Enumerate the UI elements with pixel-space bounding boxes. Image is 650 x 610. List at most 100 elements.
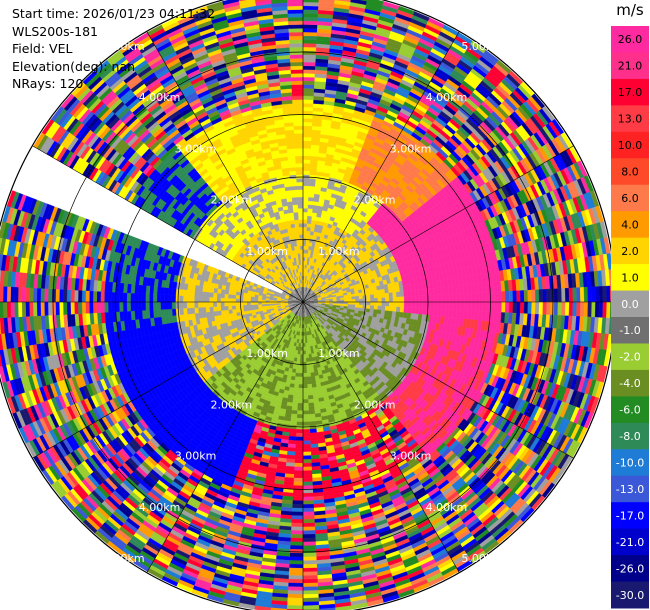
radar-gate xyxy=(550,301,555,316)
radar-gate xyxy=(306,368,311,374)
radar-gate xyxy=(411,295,416,303)
radar-gate xyxy=(302,73,316,78)
radar-gate xyxy=(299,361,304,366)
radar-gate xyxy=(433,287,438,296)
radar-gate xyxy=(309,368,315,374)
radar-gate xyxy=(482,292,487,303)
radar-gate xyxy=(433,294,439,303)
radar-gate xyxy=(302,575,318,580)
radar-gate xyxy=(460,301,465,311)
radar-gate xyxy=(302,234,307,239)
radar-gate xyxy=(309,432,318,437)
radar-gate xyxy=(302,129,313,134)
radar-gate xyxy=(302,61,316,67)
radar-gate xyxy=(302,28,318,33)
radar-gate xyxy=(307,395,314,400)
radar-gate xyxy=(302,507,315,513)
radar-gate xyxy=(302,148,312,153)
radar-gate xyxy=(366,301,371,306)
radar-gate xyxy=(460,293,465,303)
radar-gate xyxy=(302,174,310,179)
radar-gate xyxy=(445,301,450,310)
radar-gate xyxy=(302,208,309,213)
radar-gate xyxy=(305,350,309,355)
radar-gate xyxy=(302,578,318,584)
radar-gate xyxy=(355,298,360,303)
radar-gate xyxy=(302,515,315,520)
radar-gate xyxy=(377,305,382,311)
radar-gate xyxy=(334,0,351,3)
radar-gate xyxy=(302,549,317,554)
radar-gate xyxy=(307,208,313,213)
radar-gate xyxy=(415,295,420,303)
radar-gate xyxy=(302,65,316,70)
radar-gate xyxy=(302,88,315,93)
radar-gate xyxy=(523,301,529,314)
radar-gate xyxy=(527,289,532,303)
radar-gate xyxy=(302,76,315,82)
radar-gate xyxy=(602,285,607,303)
radar-gate xyxy=(561,301,566,316)
radar-gate xyxy=(302,121,313,127)
radar-gate xyxy=(302,373,308,378)
radar-gate xyxy=(441,301,446,310)
radar-gate xyxy=(302,601,320,606)
radar-gate xyxy=(583,301,589,318)
radar-gate xyxy=(456,293,461,303)
radar-gate xyxy=(307,200,314,206)
radar-gate xyxy=(302,455,312,460)
radar-gate xyxy=(362,298,367,303)
radar-gate xyxy=(302,530,316,535)
radar-gate xyxy=(486,292,491,303)
radar-gate xyxy=(344,299,349,303)
radar-gate xyxy=(308,182,316,187)
radar-gate xyxy=(370,301,375,306)
radar-gate xyxy=(302,46,317,52)
radar-gate xyxy=(309,364,314,370)
radar-gate xyxy=(385,301,390,307)
radar-gate xyxy=(362,295,367,300)
radar-gate xyxy=(411,307,416,314)
radar-gate xyxy=(304,339,308,344)
radar-gate xyxy=(347,301,352,305)
radar-gate xyxy=(302,511,315,516)
radar-gate xyxy=(305,342,308,348)
radar-gate xyxy=(564,287,570,303)
radar-gate xyxy=(430,294,435,303)
radar-gate xyxy=(362,291,367,296)
radar-gate xyxy=(302,155,311,160)
radar-gate xyxy=(576,301,581,317)
radar-gate xyxy=(302,241,307,246)
radar-gate xyxy=(392,306,397,312)
radar-gate xyxy=(302,556,317,561)
radar-gate xyxy=(347,296,352,300)
radar-gate xyxy=(302,13,319,18)
radar-gate xyxy=(385,297,390,303)
radar-gate xyxy=(302,402,309,408)
radar-gate xyxy=(302,432,311,438)
radar-gate xyxy=(302,567,318,573)
radar-gate xyxy=(302,260,306,265)
radar-gate xyxy=(305,354,310,359)
radar-gate xyxy=(388,292,394,298)
radar-gate xyxy=(308,417,316,422)
radar-gate xyxy=(388,297,394,303)
radar-gate xyxy=(302,189,310,194)
radar-gate xyxy=(516,290,521,303)
radar-gate xyxy=(302,31,318,37)
radar-gate xyxy=(591,301,596,318)
radar-gate xyxy=(508,301,514,314)
radar-gate xyxy=(564,301,570,317)
radar-gate xyxy=(359,0,368,2)
radar-gate xyxy=(308,196,315,202)
radar-gate xyxy=(309,230,315,236)
radar-gate xyxy=(366,294,371,299)
radar-gate xyxy=(302,118,313,123)
radar-gate xyxy=(512,290,517,303)
radar-gate xyxy=(587,286,592,303)
radar-gate xyxy=(553,288,559,303)
radar-gate xyxy=(302,410,310,415)
radar-gate xyxy=(306,226,311,232)
radar-gate xyxy=(344,301,349,305)
radar-gate xyxy=(302,365,307,370)
